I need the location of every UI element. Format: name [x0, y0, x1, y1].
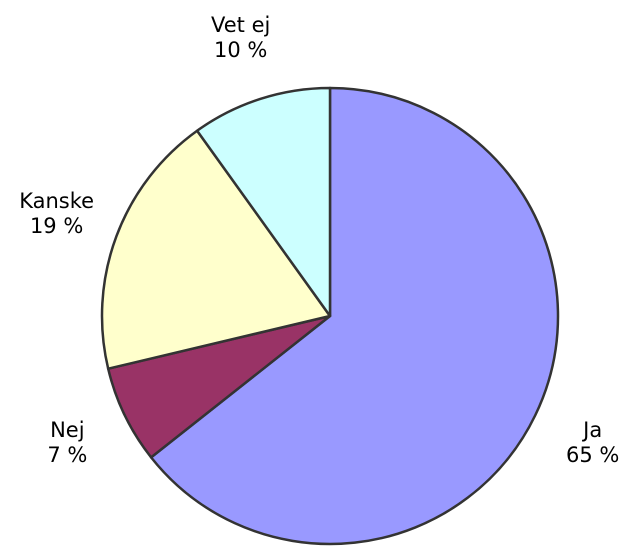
slice-value-label: 10 % [214, 38, 267, 62]
slice-label: Ja [581, 418, 602, 442]
slice-value-label: 65 % [566, 443, 619, 467]
slice-label: Nej [50, 418, 84, 442]
slice-label: Vet ej [211, 13, 270, 37]
pie-slice [195, 86, 332, 318]
slice-value-label: 7 % [47, 443, 87, 467]
slice-label: Kanske [19, 189, 94, 213]
pie-slice [100, 129, 332, 370]
pie-slice [149, 86, 560, 546]
slice-value-label: 19 % [30, 214, 83, 238]
